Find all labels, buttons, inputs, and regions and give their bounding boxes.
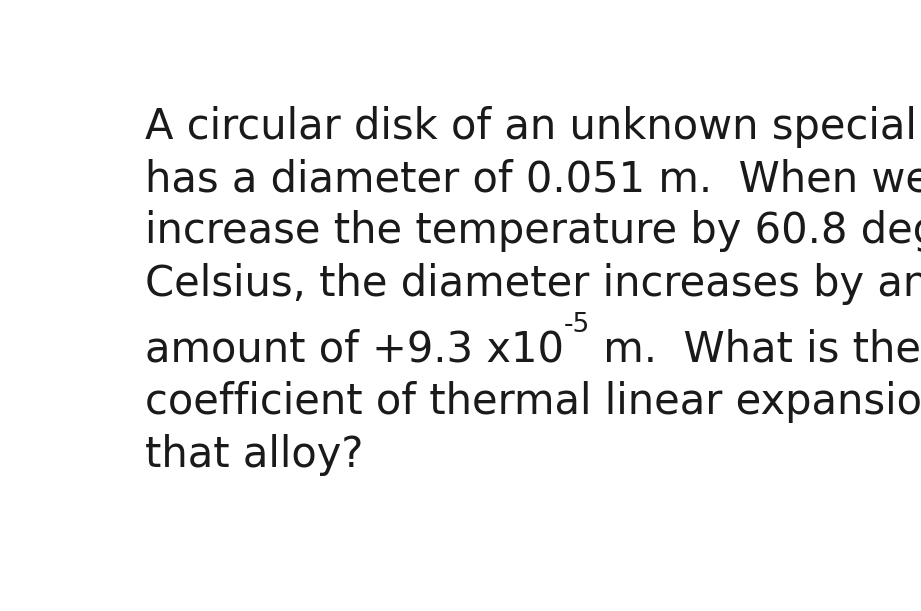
Text: Celsius, the diameter increases by an: Celsius, the diameter increases by an xyxy=(145,263,921,305)
Text: -5: -5 xyxy=(564,312,589,338)
Text: coefficient of thermal linear expansion of: coefficient of thermal linear expansion … xyxy=(145,381,921,423)
Text: A circular disk of an unknown special alloy: A circular disk of an unknown special al… xyxy=(145,106,921,148)
Text: amount of +9.3 x10: amount of +9.3 x10 xyxy=(145,329,564,371)
Text: m.  What is the: m. What is the xyxy=(589,329,921,371)
Text: that alloy?: that alloy? xyxy=(145,434,363,476)
Text: increase the temperature by 60.8 degrees: increase the temperature by 60.8 degrees xyxy=(145,210,921,252)
Text: has a diameter of 0.051 m.  When we: has a diameter of 0.051 m. When we xyxy=(145,158,921,200)
